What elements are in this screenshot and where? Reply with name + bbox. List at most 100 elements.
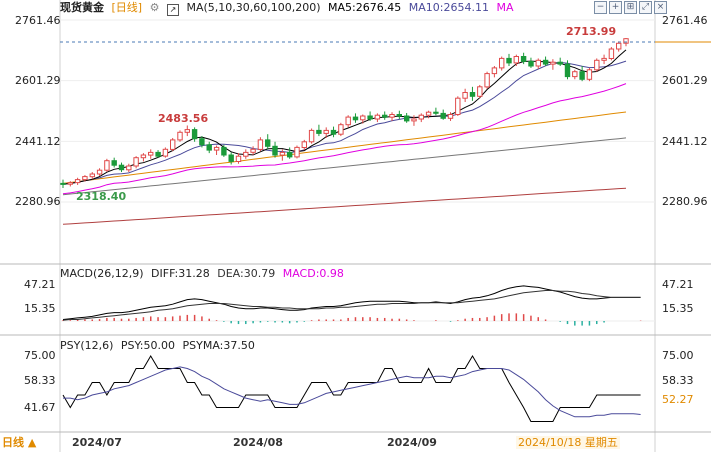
price-tick-left: 2280.96 bbox=[15, 195, 61, 208]
psy-panel-plot bbox=[62, 355, 641, 422]
psy-tick-right: 75.00 bbox=[662, 349, 694, 362]
price-grid bbox=[60, 19, 655, 203]
candle-body bbox=[433, 111, 439, 114]
high-annotation: 2713.99 bbox=[566, 25, 617, 38]
price-tick-left: 2761.46 bbox=[15, 14, 61, 27]
macd-params: MACD(26,12,9) bbox=[60, 267, 144, 280]
macd-panel-plot bbox=[60, 285, 655, 326]
candle-body bbox=[235, 155, 242, 162]
candle-body bbox=[206, 144, 212, 151]
macd-value: MACD:0.98 bbox=[282, 267, 344, 280]
candle-body bbox=[243, 151, 249, 157]
candle-body bbox=[140, 154, 147, 159]
candle-body bbox=[250, 148, 256, 153]
layout-icon[interactable]: ⊞ bbox=[624, 1, 637, 14]
candle-body bbox=[133, 157, 139, 167]
candle-body bbox=[96, 169, 103, 175]
candle-body bbox=[316, 129, 322, 134]
candle-body bbox=[608, 48, 615, 59]
psy-line bbox=[62, 355, 641, 422]
candle-body bbox=[308, 129, 315, 143]
close-icon[interactable]: × bbox=[654, 1, 667, 14]
candle-body bbox=[177, 131, 183, 141]
candle-body bbox=[104, 160, 110, 171]
ma5-value: MA5:2676.45 bbox=[328, 1, 402, 14]
candle-body bbox=[491, 67, 498, 75]
candle-body bbox=[374, 114, 381, 120]
candle-body bbox=[301, 141, 308, 149]
candle-body bbox=[382, 114, 388, 118]
candle-body bbox=[367, 115, 373, 120]
candle-body bbox=[557, 61, 563, 65]
candle-body bbox=[440, 112, 446, 119]
candle-body bbox=[513, 56, 519, 64]
candle-body bbox=[550, 61, 556, 65]
candle-body bbox=[462, 92, 468, 99]
psy-value: PSY:50.00 bbox=[120, 339, 175, 352]
candle-body bbox=[455, 97, 461, 115]
macd-dea-line bbox=[62, 290, 641, 321]
ma-more[interactable]: MA bbox=[496, 1, 514, 14]
candle-body bbox=[352, 116, 359, 121]
candle-body bbox=[199, 138, 205, 146]
current-date-label: 2024/10/18 星期五 bbox=[516, 436, 620, 449]
candle-body bbox=[287, 151, 293, 158]
psy-tick-left: 75.00 bbox=[24, 349, 56, 362]
candle-body bbox=[520, 56, 527, 62]
candle-body bbox=[389, 114, 395, 118]
candle-body bbox=[89, 173, 95, 178]
candle-body bbox=[191, 129, 198, 140]
minus-icon[interactable]: − bbox=[594, 1, 607, 14]
candle-body bbox=[294, 146, 300, 158]
macd-tick-left: 15.35 bbox=[24, 302, 56, 315]
macd-dea: DEA:30.79 bbox=[217, 267, 276, 280]
candle-body bbox=[82, 176, 88, 181]
plus-icon[interactable]: + bbox=[609, 1, 622, 14]
candle-body bbox=[499, 57, 505, 69]
psy-tick-right: 58.33 bbox=[662, 374, 694, 387]
macd-tick-left: 47.21 bbox=[24, 278, 56, 291]
instrument-title: 现货黄金 bbox=[60, 1, 104, 14]
chart-icon[interactable]: ↗ bbox=[166, 4, 179, 16]
candle-body bbox=[118, 164, 125, 171]
candle-body bbox=[404, 115, 410, 122]
price-tick-right: 2601.29 bbox=[662, 74, 708, 87]
candle-body bbox=[67, 182, 73, 185]
ma10-line bbox=[62, 60, 627, 185]
candle-body bbox=[425, 111, 432, 116]
period-label[interactable]: [日线] bbox=[111, 1, 143, 14]
candle-body bbox=[162, 148, 169, 157]
candle-body bbox=[484, 73, 490, 88]
psyma-line bbox=[63, 366, 641, 418]
expand-icon[interactable]: ⤢ bbox=[639, 1, 652, 14]
candle-body bbox=[184, 129, 191, 133]
candle-body bbox=[228, 154, 234, 162]
candle-body bbox=[447, 114, 454, 119]
candle-body bbox=[257, 139, 264, 150]
candle-body bbox=[396, 114, 403, 117]
candle-body bbox=[360, 115, 366, 121]
macd-tick-right: 47.21 bbox=[662, 278, 694, 291]
candle-body bbox=[535, 59, 541, 67]
candle-body bbox=[616, 42, 622, 50]
ma60-line bbox=[62, 111, 627, 184]
candle-body bbox=[170, 139, 176, 150]
candle-body bbox=[213, 146, 220, 151]
candle-body bbox=[506, 57, 512, 64]
psy-tick-left: 41.67 bbox=[24, 401, 56, 414]
candle-body bbox=[155, 151, 161, 157]
candle-body bbox=[469, 92, 476, 97]
low-annotation: 2318.40 bbox=[76, 190, 127, 203]
date-label: 2024/08 bbox=[233, 436, 283, 449]
ma-params: MA(5,10,30,60,100,200) bbox=[186, 1, 321, 14]
candle-body bbox=[221, 146, 227, 156]
period-button[interactable]: 日线 ▲ bbox=[2, 436, 37, 449]
chart-header: 现货黄金 [日线] ⚙ ↗ MA(5,10,30,60,100,200) MA5… bbox=[60, 1, 517, 16]
gear-icon[interactable]: ⚙ bbox=[149, 1, 160, 14]
candle-body bbox=[623, 38, 629, 44]
candle-body bbox=[477, 86, 483, 97]
candle-body bbox=[418, 114, 425, 120]
candle-body bbox=[411, 118, 417, 122]
ma10-value: MA10:2654.11 bbox=[408, 1, 489, 14]
